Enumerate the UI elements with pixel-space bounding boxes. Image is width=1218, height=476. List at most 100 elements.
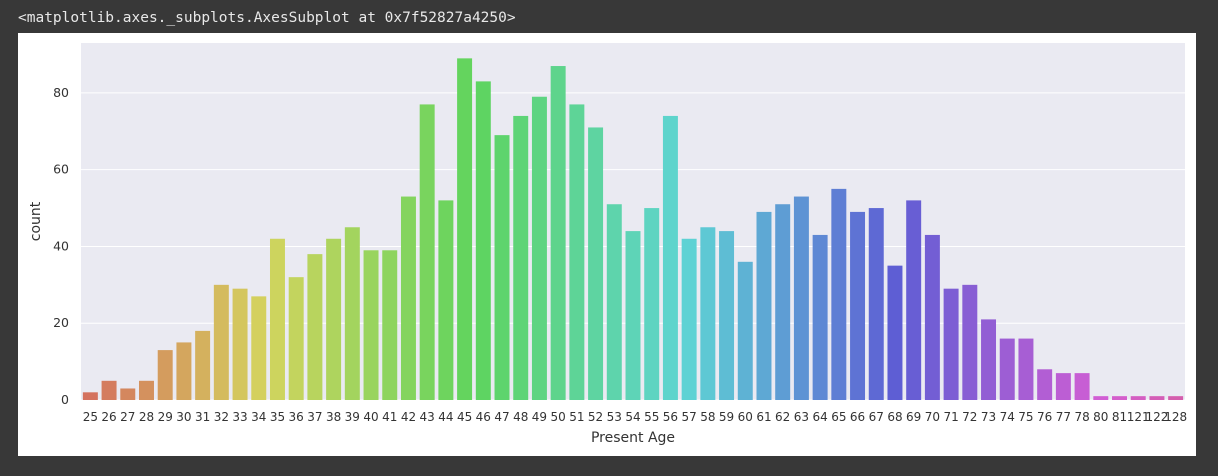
x-tick-label: 45 bbox=[457, 410, 472, 424]
bar-38 bbox=[326, 238, 342, 400]
bar-72 bbox=[962, 284, 978, 400]
bar-48 bbox=[513, 115, 529, 400]
bar-78 bbox=[1074, 373, 1090, 400]
x-tick-label: 63 bbox=[794, 410, 809, 424]
bar-29 bbox=[157, 350, 173, 400]
x-tick-label: 42 bbox=[401, 410, 416, 424]
x-tick-label: 38 bbox=[326, 410, 341, 424]
bar-128 bbox=[1168, 396, 1184, 400]
y-tick-label: 40 bbox=[53, 238, 69, 253]
bars bbox=[82, 58, 1184, 401]
bar-54 bbox=[625, 231, 641, 400]
bar-26 bbox=[101, 380, 117, 400]
bar-34 bbox=[251, 296, 267, 400]
bar-50 bbox=[550, 66, 566, 400]
x-tick-label: 50 bbox=[551, 410, 566, 424]
bar-25 bbox=[82, 392, 98, 400]
x-tick-label: 62 bbox=[775, 410, 790, 424]
bar-71 bbox=[943, 288, 959, 400]
x-tick-label: 55 bbox=[644, 410, 659, 424]
x-tick-label: 64 bbox=[812, 410, 827, 424]
x-tick-label: 32 bbox=[214, 410, 229, 424]
bar-65 bbox=[831, 188, 847, 400]
bar-27 bbox=[120, 388, 136, 400]
x-tick-labels: 25 26 27 28 29 30 31 32 33 34 35 36 37 38 39 40 41 42 43 44… bbox=[83, 410, 1187, 424]
y-tick-labels: 0 20 40 60 80 bbox=[53, 85, 69, 407]
bar-44 bbox=[438, 200, 454, 400]
x-tick-label: 47 bbox=[494, 410, 509, 424]
y-tick-label: 80 bbox=[53, 85, 69, 100]
bar-31 bbox=[195, 330, 211, 400]
x-tick-label: 36 bbox=[289, 410, 304, 424]
bar-70 bbox=[924, 234, 940, 400]
bar-61 bbox=[756, 211, 772, 400]
x-tick-label: 59 bbox=[719, 410, 734, 424]
x-tick-label: 122 bbox=[1145, 410, 1168, 424]
x-tick-label: 61 bbox=[756, 410, 771, 424]
x-tick-label: 74 bbox=[1000, 410, 1015, 424]
bar-46 bbox=[475, 81, 491, 401]
x-tick-label: 65 bbox=[831, 410, 846, 424]
bar-55 bbox=[644, 208, 660, 400]
x-tick-label: 46 bbox=[476, 410, 491, 424]
x-tick-label: 77 bbox=[1056, 410, 1071, 424]
bar-60 bbox=[737, 261, 753, 400]
bar-122 bbox=[1149, 396, 1165, 400]
cell-output-repr: <matplotlib.axes._subplots.AxesSubplot a… bbox=[18, 10, 516, 26]
bar-74 bbox=[999, 338, 1015, 400]
bar-81 bbox=[1112, 396, 1127, 400]
x-tick-label: 53 bbox=[607, 410, 622, 424]
bar-39 bbox=[344, 227, 360, 400]
bar-47 bbox=[494, 135, 510, 400]
x-tick-label: 66 bbox=[850, 410, 865, 424]
x-tick-label: 60 bbox=[738, 410, 753, 424]
x-tick-label: 81 bbox=[1112, 410, 1127, 424]
bar-57 bbox=[681, 238, 697, 400]
x-tick-label: 58 bbox=[700, 410, 715, 424]
bar-41 bbox=[382, 250, 398, 400]
chart-figure: 0 20 40 60 80 25 26 27 28 29 30 31 32 33 34 35 36 37 38 39… bbox=[18, 33, 1196, 456]
x-tick-label: 27 bbox=[120, 410, 135, 424]
x-tick-label: 44 bbox=[438, 410, 453, 424]
bar-59 bbox=[719, 231, 735, 400]
y-tick-label: 60 bbox=[53, 162, 69, 177]
x-tick-label: 80 bbox=[1093, 410, 1108, 424]
bar-42 bbox=[400, 196, 416, 400]
bar-121 bbox=[1130, 396, 1146, 400]
x-tick-label: 28 bbox=[139, 410, 154, 424]
bar-36 bbox=[288, 277, 304, 400]
bar-33 bbox=[232, 288, 248, 400]
bar-64 bbox=[812, 234, 828, 400]
bar-28 bbox=[139, 380, 154, 400]
y-tick-label: 20 bbox=[53, 315, 69, 330]
x-tick-label: 70 bbox=[925, 410, 940, 424]
bar-30 bbox=[176, 342, 192, 400]
x-tick-label: 76 bbox=[1037, 410, 1052, 424]
bar-53 bbox=[606, 204, 622, 400]
x-tick-label: 49 bbox=[532, 410, 547, 424]
x-tick-label: 67 bbox=[869, 410, 884, 424]
bar-43 bbox=[419, 104, 435, 400]
x-tick-label: 39 bbox=[345, 410, 360, 424]
x-tick-label: 56 bbox=[663, 410, 678, 424]
x-tick-label: 78 bbox=[1074, 410, 1089, 424]
x-tick-label: 52 bbox=[588, 410, 603, 424]
bar-63 bbox=[793, 196, 809, 400]
bar-35 bbox=[269, 238, 285, 400]
bar-40 bbox=[363, 250, 379, 400]
x-tick-label: 25 bbox=[83, 410, 98, 424]
bar-62 bbox=[775, 204, 791, 400]
bar-52 bbox=[588, 127, 604, 401]
bar-51 bbox=[569, 104, 585, 400]
x-tick-label: 51 bbox=[569, 410, 584, 424]
bar-67 bbox=[868, 208, 884, 400]
x-tick-label: 40 bbox=[363, 410, 378, 424]
x-tick-label: 121 bbox=[1127, 410, 1150, 424]
bar-77 bbox=[1055, 373, 1071, 400]
x-tick-label: 72 bbox=[962, 410, 977, 424]
x-tick-label: 41 bbox=[382, 410, 397, 424]
x-tick-label: 75 bbox=[1018, 410, 1033, 424]
x-tick-label: 48 bbox=[513, 410, 528, 424]
x-tick-label: 29 bbox=[158, 410, 173, 424]
